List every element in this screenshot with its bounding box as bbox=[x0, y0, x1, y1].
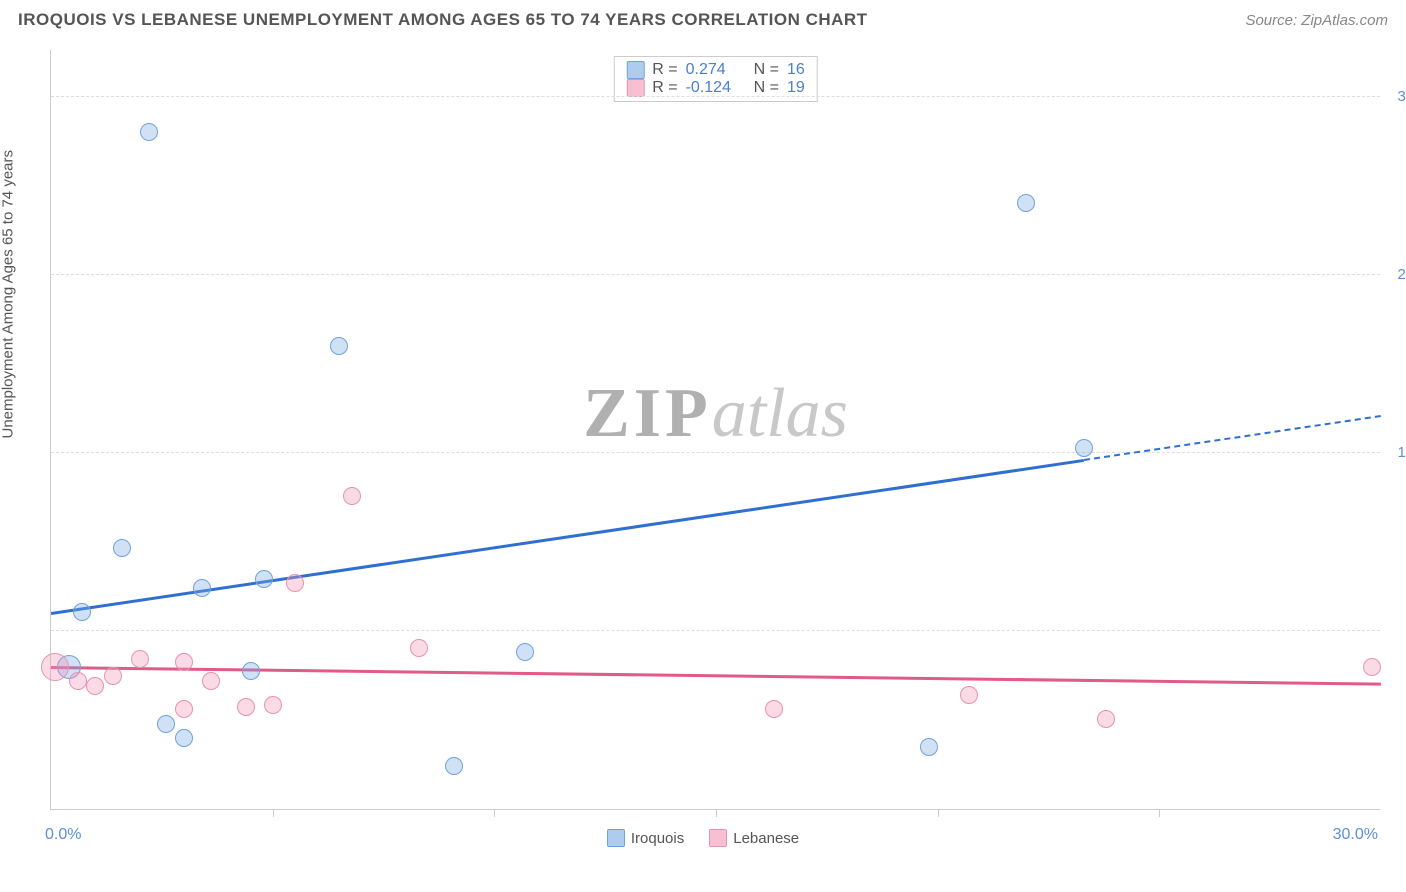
grid-line-h bbox=[51, 630, 1380, 631]
data-point bbox=[516, 643, 534, 661]
n-label: N = bbox=[754, 79, 779, 97]
data-point bbox=[193, 579, 211, 597]
data-point bbox=[175, 700, 193, 718]
grid-line-h bbox=[51, 274, 1380, 275]
grid-line-h bbox=[51, 452, 1380, 453]
data-point bbox=[69, 672, 87, 690]
y-tick-label: 30.0% bbox=[1385, 88, 1406, 105]
x-tick bbox=[716, 809, 717, 817]
r-label: R = bbox=[652, 61, 677, 79]
y-tick-label: 7.5% bbox=[1385, 622, 1406, 639]
data-point bbox=[86, 677, 104, 695]
y-tick-label: 22.5% bbox=[1385, 266, 1406, 283]
data-point bbox=[237, 698, 255, 716]
n-value: 16 bbox=[787, 61, 805, 79]
n-label: N = bbox=[754, 61, 779, 79]
data-point bbox=[255, 570, 273, 588]
data-point bbox=[1363, 658, 1381, 676]
x-tick bbox=[273, 809, 274, 817]
legend-label: Iroquois bbox=[631, 830, 684, 847]
data-point bbox=[73, 603, 91, 621]
data-point bbox=[140, 123, 158, 141]
data-point bbox=[104, 667, 122, 685]
legend-swatch bbox=[626, 79, 644, 97]
data-point bbox=[41, 653, 69, 681]
series-legend: Iroquois Lebanese bbox=[0, 829, 1406, 847]
x-tick bbox=[494, 809, 495, 817]
data-point bbox=[264, 696, 282, 714]
data-point bbox=[1075, 439, 1093, 457]
trend-line-dashed bbox=[1084, 415, 1381, 461]
data-point bbox=[960, 686, 978, 704]
chart-title: IROQUOIS VS LEBANESE UNEMPLOYMENT AMONG … bbox=[18, 10, 868, 30]
x-tick bbox=[938, 809, 939, 817]
data-point bbox=[920, 738, 938, 756]
r-label: R = bbox=[652, 79, 677, 97]
data-point bbox=[1017, 194, 1035, 212]
legend-swatch bbox=[709, 829, 727, 847]
legend-label: Lebanese bbox=[733, 830, 799, 847]
r-value: 0.274 bbox=[686, 61, 746, 79]
chart-plot-area: ZIPatlas R = 0.274 N = 16R = -0.124 N = … bbox=[50, 50, 1380, 810]
x-tick bbox=[1159, 809, 1160, 817]
legend-item: Iroquois bbox=[607, 829, 684, 847]
data-point bbox=[330, 337, 348, 355]
correlation-legend-row: R = -0.124 N = 19 bbox=[626, 79, 804, 97]
source-attribution: Source: ZipAtlas.com bbox=[1245, 12, 1388, 29]
n-value: 19 bbox=[787, 79, 805, 97]
legend-swatch bbox=[626, 61, 644, 79]
data-point bbox=[1097, 710, 1115, 728]
data-point bbox=[410, 639, 428, 657]
grid-line-h bbox=[51, 96, 1380, 97]
data-point bbox=[202, 672, 220, 690]
y-tick-label: 15.0% bbox=[1385, 444, 1406, 461]
data-point bbox=[131, 650, 149, 668]
header: IROQUOIS VS LEBANESE UNEMPLOYMENT AMONG … bbox=[0, 0, 1406, 35]
data-point bbox=[175, 729, 193, 747]
data-point bbox=[765, 700, 783, 718]
correlation-legend-row: R = 0.274 N = 16 bbox=[626, 61, 804, 79]
y-axis-label: Unemployment Among Ages 65 to 74 years bbox=[0, 150, 17, 439]
data-point bbox=[242, 662, 260, 680]
data-point bbox=[113, 539, 131, 557]
data-point bbox=[157, 715, 175, 733]
data-point bbox=[445, 757, 463, 775]
legend-item: Lebanese bbox=[709, 829, 799, 847]
watermark-atlas: atlas bbox=[712, 375, 848, 452]
watermark: ZIPatlas bbox=[583, 374, 848, 454]
data-point bbox=[343, 487, 361, 505]
data-point bbox=[175, 653, 193, 671]
r-value: -0.124 bbox=[686, 79, 746, 97]
legend-swatch bbox=[607, 829, 625, 847]
data-point bbox=[286, 574, 304, 592]
watermark-zip: ZIP bbox=[583, 375, 712, 452]
